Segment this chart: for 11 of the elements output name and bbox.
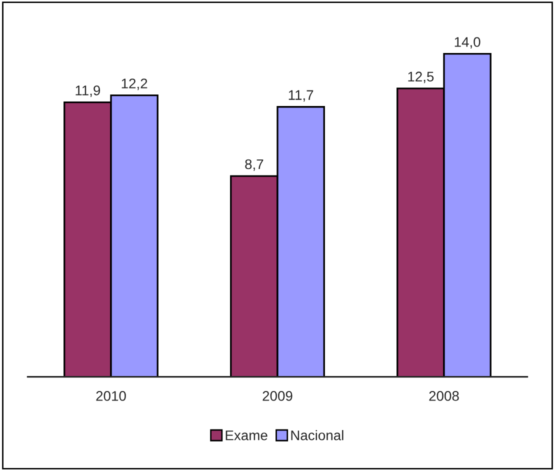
x-tick-label: 2010 [96, 391, 126, 401]
data-label: 12,5 [408, 72, 434, 84]
legend-label: Nacional [291, 430, 344, 440]
x-tick-label: 2008 [429, 391, 459, 401]
data-label: 8,7 [245, 159, 264, 171]
data-label: 12,2 [122, 78, 148, 90]
legend-label: Exame [226, 430, 268, 440]
data-label: 14,0 [454, 37, 480, 49]
x-tick-label: 2009 [262, 391, 292, 401]
data-label: 11,7 [288, 90, 314, 102]
data-label: 11,9 [76, 86, 100, 98]
